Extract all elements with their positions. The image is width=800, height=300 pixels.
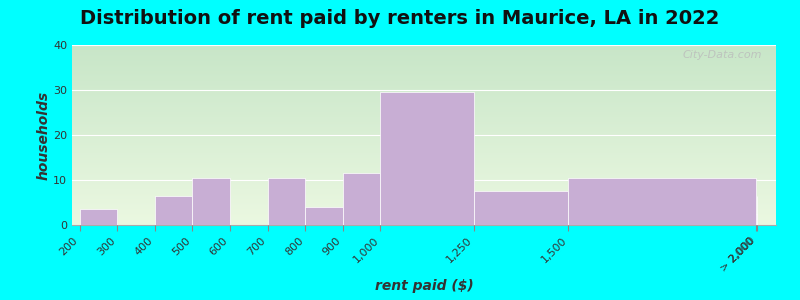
Y-axis label: households: households [36, 90, 50, 180]
Bar [267, 178, 305, 225]
Bar [192, 178, 230, 225]
Bar [569, 178, 757, 225]
X-axis label: rent paid ($): rent paid ($) [374, 279, 474, 293]
Text: Distribution of rent paid by renters in Maurice, LA in 2022: Distribution of rent paid by renters in … [80, 9, 720, 28]
Bar [474, 191, 569, 225]
Bar [79, 209, 117, 225]
Bar [380, 92, 474, 225]
Bar [154, 196, 192, 225]
Text: City-Data.com: City-Data.com [682, 50, 762, 60]
Bar [342, 173, 380, 225]
Bar [305, 207, 342, 225]
